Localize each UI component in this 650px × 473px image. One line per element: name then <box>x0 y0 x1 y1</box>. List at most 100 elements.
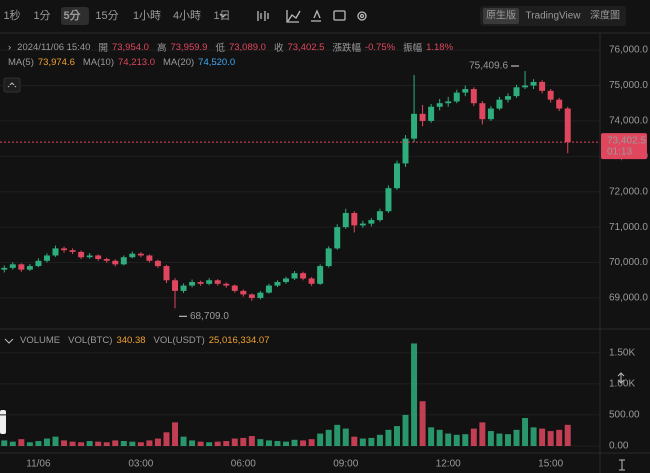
volume-bar <box>69 441 76 446</box>
settings-icon-center[interactable] <box>359 13 365 19</box>
volume-bar <box>52 436 59 446</box>
last-price-tag <box>601 133 647 160</box>
candle-body <box>428 106 435 121</box>
cursor-icon[interactable] <box>619 459 625 471</box>
volume-bar <box>265 440 272 446</box>
candle-body <box>325 248 332 267</box>
candle-body <box>300 273 307 279</box>
scale-icon[interactable] <box>617 372 625 384</box>
interval-button[interactable]: 5分 <box>63 9 81 22</box>
volume-bar <box>564 424 571 446</box>
candle-body <box>120 257 127 265</box>
candle-body <box>393 163 400 189</box>
candle-body <box>103 259 110 261</box>
view-button[interactable]: 深度圖 <box>590 9 620 22</box>
candle-body <box>385 188 392 212</box>
ma-legend: MA(5) 73,974.6 MA(10) 74,213.0 MA(20) 74,520.… <box>8 57 235 68</box>
ma-name: MA(20) <box>163 57 195 68</box>
interval-button[interactable]: 4小時 <box>173 9 201 22</box>
volume-bar <box>43 438 50 446</box>
volume-bar <box>308 439 315 446</box>
interval-button[interactable]: 1日 <box>213 10 230 22</box>
volume-bar <box>462 434 469 446</box>
volume-legend: VOLUME VOL(BTC) 340.38 VOL(USDT) 25,016,334… <box>20 335 270 346</box>
volume-bar <box>26 442 33 446</box>
volume-bar <box>206 442 213 446</box>
candle-body <box>163 266 170 281</box>
interval-button[interactable]: 15分 <box>95 9 118 22</box>
candle-body <box>453 92 460 102</box>
volume-bar <box>291 439 298 446</box>
x-tick-label: 12:00 <box>436 459 461 470</box>
candle-type-icon[interactable] <box>257 11 269 21</box>
collapse-button[interactable] <box>3 77 21 93</box>
toolbar-icons[interactable] <box>219 9 367 23</box>
candle-body <box>214 280 221 284</box>
volume-bar <box>496 433 503 446</box>
volume-bar <box>112 440 119 446</box>
candle-body <box>248 294 255 298</box>
legend-value: -0.75% <box>364 41 396 53</box>
view-button[interactable]: 原生版 <box>486 9 516 22</box>
legend-value: 73,959.9 <box>170 41 208 53</box>
candle-body <box>35 260 42 267</box>
candle-body <box>197 282 204 284</box>
view-button[interactable]: TradingView <box>525 11 581 22</box>
candle-body <box>146 255 153 261</box>
candle-body <box>504 96 511 100</box>
volume-bar <box>154 438 161 446</box>
candle-body <box>78 251 85 258</box>
indicator-icon[interactable] <box>286 10 301 23</box>
candle-body <box>334 227 341 249</box>
candle-body <box>137 253 144 256</box>
legend-toggle[interactable]: › <box>8 41 12 53</box>
scroll-handle[interactable] <box>0 410 6 434</box>
y-tick-label: 75,000.0 <box>609 80 648 91</box>
candle-body <box>342 212 349 228</box>
y-tick-label: 74,000.0 <box>609 116 648 127</box>
candle-body <box>317 266 324 284</box>
volume-bar <box>342 428 349 446</box>
candle-body <box>539 81 546 91</box>
volume-bar <box>428 427 435 446</box>
volume-bar <box>274 441 281 446</box>
snapshot-icon[interactable] <box>333 10 346 21</box>
interval-button[interactable]: 1小時 <box>133 9 161 22</box>
drawing-icon[interactable] <box>311 9 321 22</box>
candle-body <box>154 260 161 267</box>
candle-body <box>69 250 76 252</box>
volume-bar <box>453 434 460 446</box>
interval-button[interactable]: 1分 <box>33 9 50 22</box>
volume-bar <box>556 429 563 446</box>
legend-value: 1.18% <box>426 41 454 53</box>
settings-icon[interactable] <box>357 11 367 21</box>
last-price-label: 73,402.5 <box>607 136 646 147</box>
dropdown-icon[interactable] <box>219 13 227 18</box>
volume-bar <box>18 439 25 446</box>
candle-body <box>9 264 16 268</box>
candle-body <box>61 248 68 251</box>
volume-collapse-icon[interactable] <box>4 338 14 344</box>
y-tick-label: 70,000.0 <box>609 257 648 268</box>
volume-bar <box>163 432 170 446</box>
volume-tick-label: 1.50K <box>609 347 635 358</box>
candle-body <box>470 89 477 104</box>
volume-bar <box>283 441 289 446</box>
interval-button[interactable]: 1秒 <box>3 8 20 22</box>
ohlc-legend: › 2024/11/06 15:40 開 73,954.0 高 73,959.9 低 73… <box>8 40 454 55</box>
candle-body <box>530 81 537 86</box>
candle-body <box>26 266 33 270</box>
candle-body <box>265 285 272 293</box>
volume-bar <box>129 441 136 446</box>
volume-tick-label: 0.00 <box>609 441 629 452</box>
volume-bar <box>300 440 307 446</box>
legend-label: 高 <box>156 43 167 54</box>
y-tick-label: 71,000.0 <box>609 222 648 233</box>
candle-body <box>513 87 520 97</box>
volume-bar <box>530 427 537 446</box>
volume-bar <box>334 424 341 446</box>
candle-body <box>376 211 383 221</box>
